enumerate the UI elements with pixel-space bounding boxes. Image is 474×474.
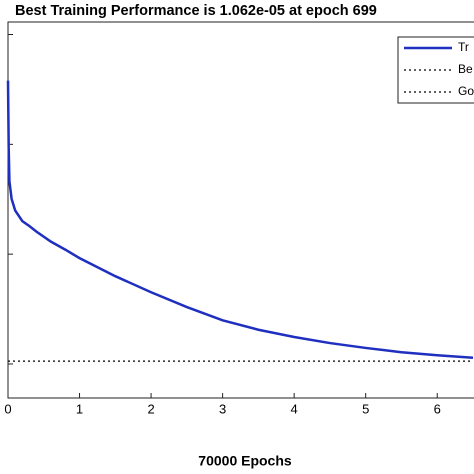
x-tick-label: 5 <box>362 401 369 416</box>
x-tick-label: 2 <box>147 401 154 416</box>
x-tick-label: 0 <box>4 401 11 416</box>
x-tick-label: 3 <box>219 401 226 416</box>
axes-box <box>7 21 474 399</box>
legend-label: Be <box>458 62 473 76</box>
x-tick-label: 4 <box>291 401 298 416</box>
x-axis-label: 70000 Epochs <box>198 453 292 469</box>
legend-label: Tr <box>458 40 469 54</box>
series-line <box>6 80 474 359</box>
x-tick-label: 6 <box>434 401 441 416</box>
x-tick-label: 1 <box>76 401 83 416</box>
legend-label: Go <box>458 84 474 98</box>
chart-title: Best Training Performance is 1.062e-05 a… <box>15 3 377 19</box>
